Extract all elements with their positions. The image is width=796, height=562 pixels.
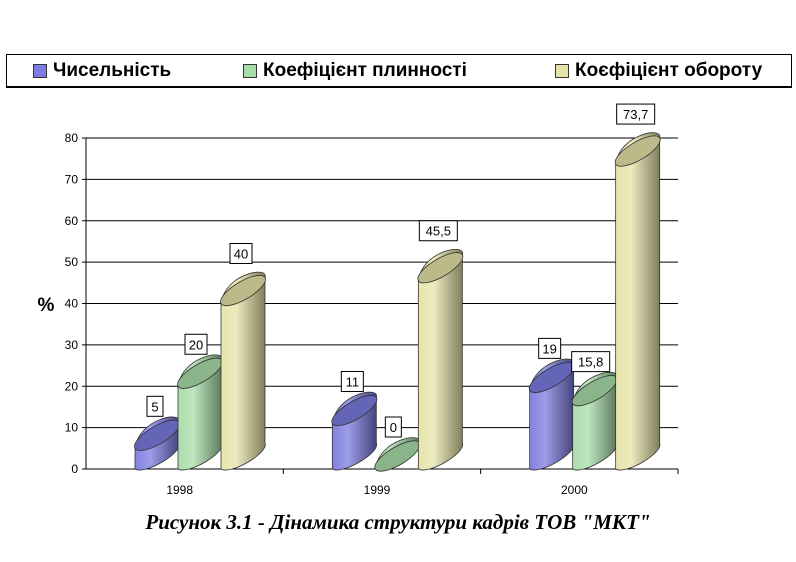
- x-tick-label: 1999: [364, 483, 391, 497]
- legend-item-chyselnist: Чисельність: [33, 60, 172, 81]
- bar-1999-0: [331, 391, 378, 471]
- data-label-text: 11: [346, 374, 360, 389]
- x-tick-label: 2000: [561, 483, 588, 497]
- data-label-box: [340, 370, 364, 392]
- data-label-text: 73,7: [623, 107, 648, 122]
- y-tick-label: 20: [65, 379, 79, 393]
- bar-cap: [331, 394, 378, 427]
- data-label-text: 40: [234, 247, 248, 262]
- data-label-1999-0: 11: [340, 370, 364, 392]
- chart-plot: 0 10 20 30 40 50 60 70 80% 1998 1999 2000 5 20 40 11 0 4…: [38, 103, 679, 497]
- bar-1998-2: [220, 271, 266, 471]
- data-label-2000-2: 73,7: [616, 103, 656, 125]
- bar-1998-1: [177, 354, 223, 471]
- legend-swatch-plynnist: [243, 64, 257, 78]
- legend-swatch-oborot: [555, 64, 569, 78]
- bar-2000-2: [614, 132, 661, 471]
- data-label-box: [616, 103, 656, 125]
- y-axis-label: %: [38, 295, 55, 316]
- data-label-box: [384, 416, 402, 438]
- figure-caption: Рисунок 3.1 - Дінамика структури кадрів …: [145, 510, 651, 534]
- data-label-2000-1: 15,8: [571, 351, 611, 373]
- bar-1999-1: [374, 437, 421, 472]
- y-tick-label: 50: [65, 255, 79, 269]
- legend-swatch-chyselnist: [33, 64, 47, 78]
- bar-cap: [220, 274, 266, 307]
- bar-body: [615, 132, 661, 471]
- bar-1999-2: [417, 249, 464, 471]
- bar-2000-1: [571, 371, 618, 471]
- data-label-box: [146, 395, 164, 417]
- data-label-text: 20: [189, 337, 203, 352]
- x-tick-label: 1998: [166, 483, 193, 497]
- legend-label-plynnist: Коефіцієнт плинності: [263, 60, 467, 81]
- data-label-text: 19: [542, 341, 556, 356]
- y-tick-label: 30: [65, 338, 79, 352]
- data-label-box: [538, 337, 562, 359]
- bar-2000-0: [528, 358, 575, 471]
- data-label-2000-0: 19: [538, 337, 562, 359]
- data-label-1998-2: 40: [229, 243, 253, 264]
- data-label-1999-1: 0: [384, 416, 402, 438]
- bar-1998-0: [134, 416, 180, 471]
- data-label-box: [418, 220, 458, 242]
- data-label-box: [184, 333, 208, 355]
- data-label-text: 0: [390, 420, 397, 435]
- legend-label-chyselnist: Чисельність: [53, 60, 172, 81]
- y-tick-label: 80: [65, 131, 79, 145]
- y-tick-label: 0: [71, 462, 78, 476]
- bar-cap: [417, 252, 464, 284]
- data-label-text: 5: [151, 399, 158, 414]
- data-label-1998-1: 20: [184, 333, 208, 355]
- y-tick-label: 40: [65, 297, 79, 311]
- data-label-1999-2: 45,5: [418, 220, 458, 242]
- legend-label-oborot: Коєфіцієнт обороту: [575, 60, 763, 81]
- legend-item-plynnist: Коефіцієнт плинності: [243, 60, 467, 81]
- legend-item-oborot: Коєфіцієнт обороту: [555, 60, 763, 81]
- y-tick-label: 70: [65, 172, 79, 186]
- bar-cap: [614, 135, 661, 167]
- data-label-text: 15,8: [578, 355, 603, 370]
- y-tick-label: 10: [65, 421, 79, 435]
- data-label-box: [571, 351, 611, 373]
- data-label-box: [229, 243, 253, 264]
- y-tick-label: 60: [65, 214, 79, 228]
- data-label-1998-0: 5: [146, 395, 164, 417]
- data-label-text: 45,5: [426, 224, 451, 239]
- chart-legend: Чисельність Коефіцієнт плинності Коєфіці…: [6, 54, 792, 88]
